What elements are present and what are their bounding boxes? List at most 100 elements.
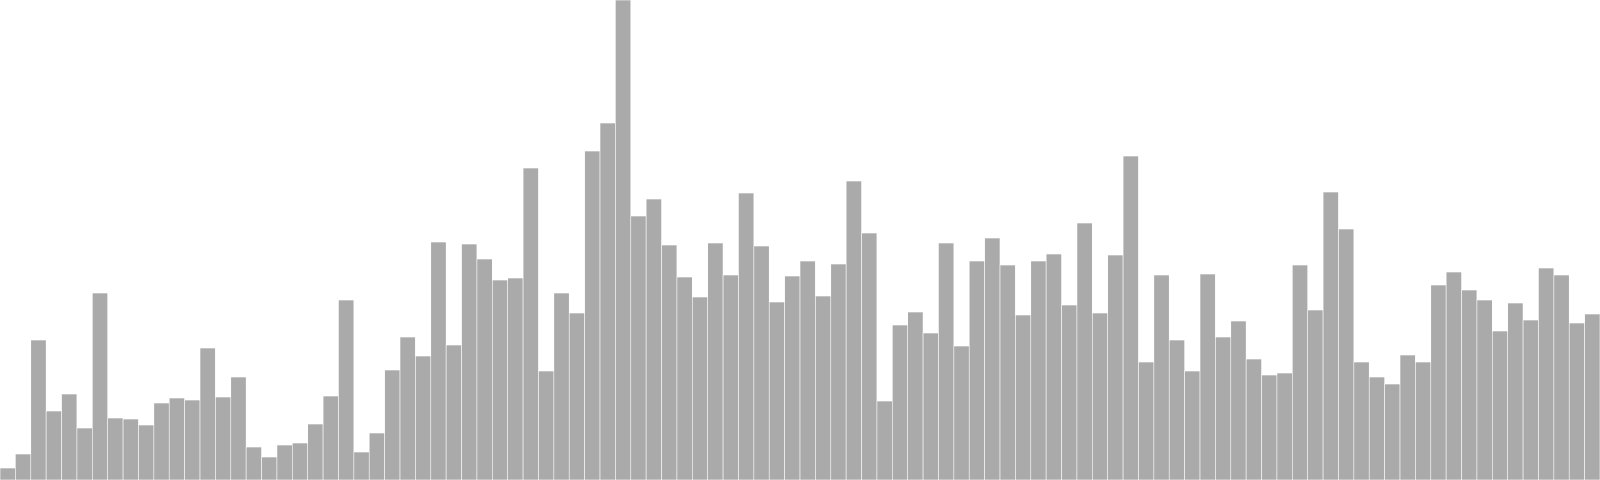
bar (153, 402, 170, 480)
bar (1338, 228, 1355, 480)
bar (76, 427, 93, 480)
bar (1476, 299, 1493, 480)
bar (1353, 361, 1370, 480)
bar (968, 260, 985, 480)
bar (338, 299, 355, 480)
bar (368, 432, 385, 480)
bar (107, 417, 124, 480)
bar (845, 180, 862, 480)
bar (430, 241, 447, 480)
bar (1030, 260, 1047, 480)
bar (61, 393, 78, 480)
bar (245, 446, 262, 480)
bar (1122, 155, 1139, 480)
bar (0, 467, 16, 480)
bar (861, 232, 878, 480)
bar (1168, 339, 1185, 480)
bar (953, 345, 970, 480)
bar (1461, 289, 1478, 480)
bar (938, 242, 955, 480)
bar (45, 410, 62, 480)
bar (215, 396, 232, 480)
bar (1415, 361, 1432, 480)
bar (261, 456, 278, 480)
bar (692, 296, 708, 480)
bar (753, 245, 770, 480)
bar (1215, 336, 1232, 480)
bar (615, 0, 632, 480)
bar (1507, 302, 1524, 480)
bar (738, 192, 755, 480)
bar (353, 451, 370, 480)
bar (492, 279, 508, 480)
bar (984, 237, 1001, 480)
bar (645, 198, 662, 480)
bar (307, 423, 324, 480)
bar (1568, 322, 1585, 480)
bar (630, 215, 647, 480)
bar (322, 395, 339, 480)
bar (415, 355, 432, 480)
bar (1276, 372, 1293, 480)
bar (1430, 284, 1447, 480)
bar (922, 332, 939, 480)
bar (568, 312, 585, 480)
bar (184, 399, 201, 480)
bar (599, 122, 616, 480)
bar (538, 370, 555, 480)
bar (1445, 271, 1462, 480)
bar (1584, 313, 1600, 480)
bar (445, 344, 462, 480)
bar (1245, 358, 1262, 480)
bar (1322, 191, 1339, 480)
bar (1230, 320, 1247, 480)
bar (1061, 304, 1078, 480)
bar (15, 453, 32, 480)
bar (830, 263, 847, 480)
bar (876, 400, 893, 480)
bar (907, 311, 924, 480)
bar (92, 292, 108, 480)
bar (384, 369, 401, 480)
bar (707, 242, 724, 480)
bar (122, 418, 139, 480)
bar (799, 260, 816, 480)
bar (276, 444, 293, 480)
bar (292, 442, 308, 480)
bar (676, 276, 693, 480)
bar (1107, 254, 1124, 480)
bar (1492, 330, 1508, 480)
bar (584, 150, 601, 480)
bar (1199, 273, 1216, 480)
bar (999, 264, 1016, 480)
bar (1399, 354, 1416, 480)
bar (1553, 274, 1570, 480)
bar (168, 397, 185, 480)
bar (461, 243, 478, 480)
bar (1292, 264, 1308, 480)
bar (1076, 222, 1093, 480)
bar (138, 424, 155, 480)
bar (399, 336, 416, 480)
bar (892, 324, 908, 480)
bar (722, 274, 739, 480)
bar (1368, 376, 1385, 480)
bar (30, 339, 47, 480)
bar (1184, 370, 1201, 480)
bar (1261, 374, 1278, 480)
bar (1045, 253, 1062, 480)
bar (661, 244, 678, 480)
bar (1538, 267, 1555, 480)
bar (507, 277, 524, 480)
bar (815, 295, 832, 480)
bar (784, 275, 801, 480)
bar (1092, 312, 1108, 480)
bar (522, 167, 539, 480)
bar (1015, 314, 1032, 480)
bar (1522, 319, 1539, 480)
bar (1138, 361, 1155, 480)
bar (1153, 274, 1170, 480)
bar (230, 376, 247, 480)
